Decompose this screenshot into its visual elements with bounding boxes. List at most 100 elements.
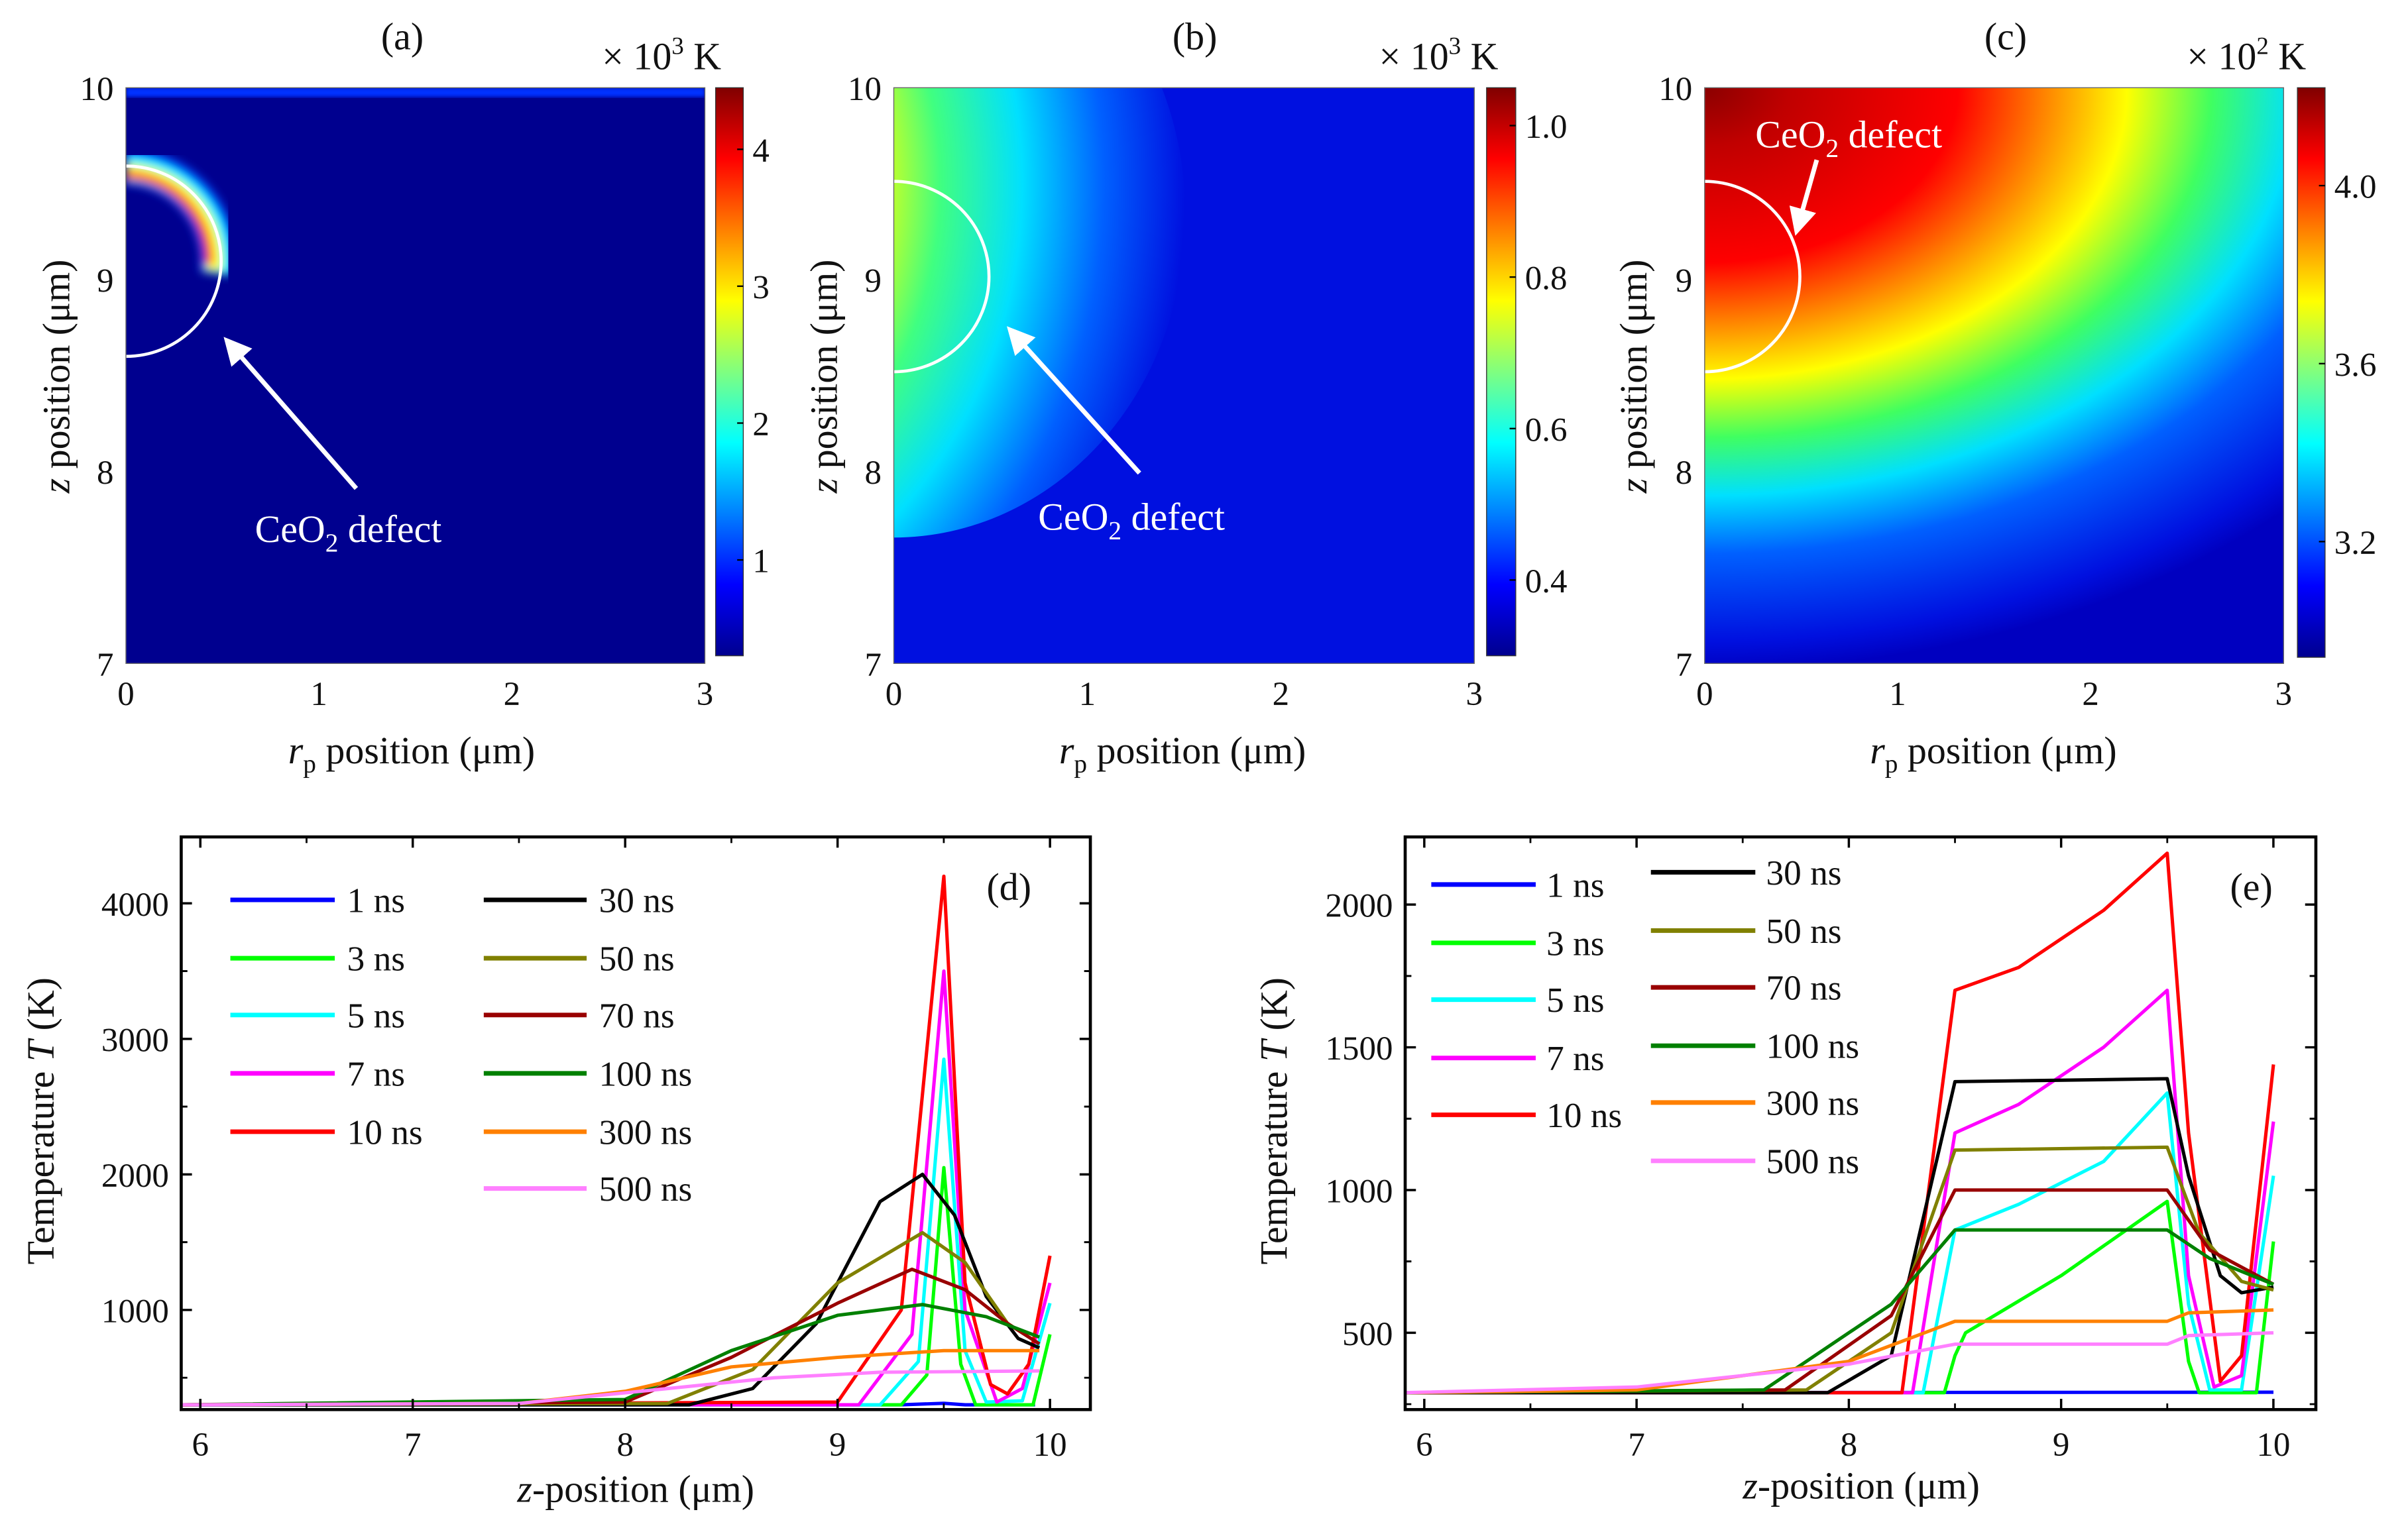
series-group <box>1405 851 2275 1395</box>
legend-label: 100 ns <box>599 1054 693 1093</box>
legend-label: 5 ns <box>347 996 405 1035</box>
legend-item: 7 ns <box>230 1054 405 1093</box>
series-line-5ns <box>181 1058 1052 1407</box>
legend-item: 50 ns <box>1650 912 1842 951</box>
axis-rest: -position (μm) <box>1758 1464 1980 1507</box>
x-tick-label: 1 <box>1889 676 1906 713</box>
x-tick-label: 6 <box>1416 1427 1432 1464</box>
legend: 1 ns 3 ns 5 ns 7 ns 10 ns 30 ns 50 ns 70 ns 100 … <box>230 881 693 1209</box>
annotation-sub: 2 <box>1108 516 1121 545</box>
line-chart-(e): 6 7 8 9 10 500 1000 1500 2000 (e) z-position (μm) T… <box>1253 835 2318 1507</box>
axis-var: T <box>1253 1038 1296 1062</box>
colorbar-tick-label: 3.6 <box>2334 347 2377 384</box>
colorbar-unit: × 103 K <box>1379 32 1499 78</box>
x-tick-label: 7 <box>1628 1427 1644 1464</box>
series-line-50ns <box>1405 1145 2274 1395</box>
legend-item: 500 ns <box>1650 1142 1859 1181</box>
y-tick-label: 9 <box>864 263 881 300</box>
x-tick-label: 0 <box>117 676 134 713</box>
annotation-arrow <box>223 337 359 490</box>
y-tick-label: 9 <box>97 263 113 300</box>
annotation-text: defect <box>1121 496 1225 539</box>
annotation-text: CeO <box>255 508 325 551</box>
axis-rest: position (μm) <box>34 260 78 478</box>
series-line-3ns <box>1405 1199 2275 1395</box>
axis-var: z <box>1742 1464 1758 1507</box>
colorbar-unit: × 102 K <box>2187 32 2306 78</box>
legend-label: 50 ns <box>1766 912 1842 951</box>
panel-label: (c) <box>1984 15 2027 58</box>
series-line-10ns <box>181 874 1052 1407</box>
annotation-text: CeO <box>1038 496 1108 539</box>
series-line-500ns <box>181 1369 1040 1407</box>
series-line-3ns <box>181 1166 1052 1407</box>
y-tick-label: 2000 <box>101 1158 169 1195</box>
y-tick-label: 7 <box>864 647 881 684</box>
axis-sub: p <box>303 749 316 779</box>
x-tick-label: 1 <box>1079 676 1096 713</box>
y-tick-label: 2000 <box>1326 888 1393 925</box>
axis-var: r <box>288 729 304 772</box>
heatmap-a <box>125 87 705 664</box>
axis-var: r <box>1059 729 1074 772</box>
legend: 1 ns 3 ns 5 ns 7 ns 10 ns 30 ns 50 ns 70 ns 100 … <box>1431 853 1859 1181</box>
axis-rest: position (μm) <box>1087 729 1306 772</box>
unit-exponent: 3 <box>671 32 684 60</box>
legend-item: 7 ns <box>1431 1039 1605 1078</box>
colorbar-tick-label: 0.8 <box>1525 260 1568 298</box>
axis-var: T <box>19 1038 62 1062</box>
defect-circle <box>1704 180 1802 374</box>
defect-annotation: CeO2 defect <box>255 508 442 557</box>
axis-var: z <box>516 1467 532 1510</box>
unit-exponent: 3 <box>1449 32 1462 60</box>
legend-label: 100 ns <box>1766 1027 1860 1066</box>
series-line-100ns <box>1405 1228 2274 1395</box>
annotation-sub: 2 <box>325 528 339 557</box>
y-tick-label: 7 <box>97 647 113 684</box>
axis-rest: (K) <box>1253 977 1296 1040</box>
colorbar-tick-label: 0.4 <box>1525 563 1568 600</box>
legend-label: 300 ns <box>1766 1083 1860 1122</box>
y-axis-label: z position (μm) <box>803 260 846 494</box>
axis-sub: p <box>1074 749 1087 779</box>
colorbar-tick-label: 1 <box>752 543 769 580</box>
panel-label: (d) <box>986 865 1031 908</box>
axis-rest: position (μm) <box>1612 260 1655 478</box>
defect-circle <box>893 180 991 374</box>
colorbar-tick-label: 1.0 <box>1525 109 1568 146</box>
y-tick-label: 8 <box>864 455 881 492</box>
unit-prefix: × 10 <box>2187 35 2256 78</box>
legend-item: 5 ns <box>230 996 405 1035</box>
panel-label: (e) <box>2230 865 2273 908</box>
legend-item: 3 ns <box>1431 924 1605 963</box>
unit-prefix: × 10 <box>1379 35 1449 78</box>
legend-item: 100 ns <box>483 1054 693 1093</box>
series-line-70ns <box>1405 1188 2275 1395</box>
x-axis-label: rp position (μm) <box>1059 729 1306 779</box>
legend-item: 100 ns <box>1650 1027 1860 1066</box>
x-tick-label: 3 <box>697 676 713 713</box>
legend-label: 500 ns <box>599 1170 693 1209</box>
colorbar-tick-label: 2 <box>752 406 769 443</box>
x-tick-label: 2 <box>2082 676 2098 713</box>
unit-prefix: × 10 <box>602 35 671 78</box>
plot-frame <box>1403 835 2318 1411</box>
plot-frame <box>893 87 1475 664</box>
legend-item: 70 ns <box>483 996 675 1035</box>
legend-label: 5 ns <box>1546 981 1604 1020</box>
defect-annotation: CeO2 defect <box>1755 113 1942 163</box>
y-tick-label: 10 <box>848 71 882 108</box>
plot-frame <box>180 835 1092 1411</box>
series-line-30ns <box>1405 1077 2274 1395</box>
legend-item: 500 ns <box>483 1170 693 1209</box>
legend-item: 70 ns <box>1650 969 1841 1008</box>
annotation-text: defect <box>338 508 441 551</box>
legend-item: 5 ns <box>1431 981 1605 1020</box>
legend-label: 7 ns <box>1546 1039 1604 1078</box>
axis-rest: position (μm) <box>1898 729 2116 772</box>
y-tick-label: 1500 <box>1326 1030 1393 1067</box>
legend-label: 7 ns <box>347 1054 405 1093</box>
